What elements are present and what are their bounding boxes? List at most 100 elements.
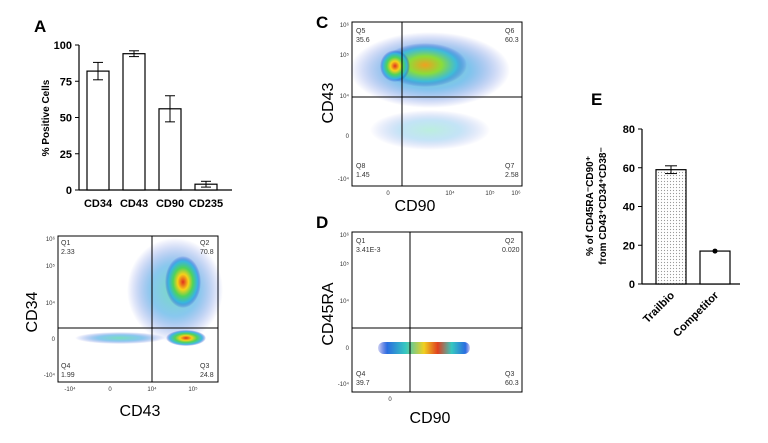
quad-value-q6-c: 60.3 [505, 37, 519, 44]
ytick-c-0: 10⁶ [340, 22, 350, 29]
quad-name-q3-b: Q3 [200, 363, 209, 370]
ytick-d-0: 10⁶ [340, 232, 350, 239]
density-q4-band-b [75, 332, 165, 344]
error-bar-cd235 [201, 180, 211, 188]
ytick-label-e-1: 20 [623, 240, 635, 252]
x-axis-title-b: CD43 [120, 403, 161, 420]
panel-label-c: C [316, 13, 328, 32]
y-axis-title-c: CD43 [320, 82, 337, 123]
flow-plot-c: Q5 35.6 Q6 60.3 Q7 2.58 Q8 1.45 10⁶ 10⁵ … [320, 21, 523, 215]
ytick-label-a-0: 0 [66, 185, 72, 197]
quad-name-q6-c: Q6 [505, 28, 514, 35]
xtick-d-0: 0 [388, 397, 392, 403]
xtick-c-0: 0 [386, 191, 390, 197]
panel-label-e: E [591, 90, 602, 109]
density-band-d [378, 342, 470, 354]
bar-chart-e: % of CD45RA⁻CD90⁺ from CD43⁺CD34⁺CD38⁻ 0… [585, 124, 740, 340]
quad-value-q3-b: 24.8 [200, 372, 214, 379]
y-axis-title-e-line2: from CD43⁺CD34⁺CD38⁻ [598, 147, 609, 265]
xtick-c-1: 10⁴ [445, 190, 455, 197]
ytick-label-a-2: 50 [60, 113, 72, 125]
ytick-label-a-3: 75 [60, 76, 72, 88]
ytick-d-3: 0 [346, 346, 350, 352]
quad-name-q4-d: Q4 [356, 371, 365, 378]
quad-value-q1-d: 3.41E-3 [356, 247, 381, 254]
xtick-b-1: 0 [108, 387, 112, 393]
quad-value-q4-d: 39.7 [356, 380, 370, 387]
quad-name-q5-c: Q5 [356, 28, 365, 35]
error-bar-cd34 [93, 61, 103, 81]
error-bar-cd90 [165, 95, 175, 123]
quad-value-q8-c: 1.45 [356, 172, 370, 179]
quad-name-q2-b: Q2 [200, 240, 209, 247]
xtick-b-3: 10⁵ [188, 386, 198, 393]
xtick-label-trailbio: Trailbio [641, 289, 677, 325]
y-axis-title-d: CD45RA [320, 282, 337, 345]
xtick-c-2: 10⁵ [485, 190, 495, 197]
ytick-b-4: -10⁴ [44, 372, 56, 379]
ytick-c-2: 10⁴ [340, 93, 350, 100]
error-bar-cd43 [129, 50, 139, 58]
ytick-label-a-4: 100 [54, 40, 72, 52]
quad-name-q7-c: Q7 [505, 163, 514, 170]
ytick-label-e-0: 0 [629, 279, 635, 291]
quad-name-q3-d: Q3 [505, 371, 514, 378]
error-bar-trailbio [665, 165, 677, 175]
xtick-label-cd34: CD34 [84, 198, 113, 210]
ytick-label-e-4: 80 [623, 124, 635, 136]
y-axis-title-a: % Positive Cells [41, 79, 52, 156]
density-q2-core-b [165, 256, 201, 308]
quad-name-q1-b: Q1 [61, 240, 70, 247]
quad-name-q8-c: Q8 [356, 163, 365, 170]
quad-value-q5-c: 35.6 [356, 37, 370, 44]
xtick-b-0: -10⁴ [64, 386, 76, 393]
xtick-label-cd43: CD43 [120, 198, 148, 210]
density-cloud-b [75, 238, 223, 346]
ytick-b-3: 0 [52, 337, 56, 343]
xtick-c-3: 10⁶ [511, 190, 521, 197]
ytick-c-1: 10⁵ [340, 52, 350, 59]
y-axis-title-e-line1: % of CD45RA⁻CD90⁺ [585, 156, 596, 256]
xtick-label-competitor: Competitor [671, 289, 721, 339]
density-low-c [370, 110, 490, 150]
ytick-c-4: -10⁴ [338, 176, 350, 183]
quad-value-q1-b: 2.33 [61, 249, 75, 256]
ytick-b-1: 10⁵ [46, 263, 56, 270]
quad-name-q4-b: Q4 [61, 363, 70, 370]
xtick-label-cd90: CD90 [156, 198, 184, 210]
density-core-c [380, 50, 410, 82]
panel-label-a: A [34, 17, 46, 36]
quad-value-q4-b: 1.99 [61, 372, 75, 379]
x-axis-title-d: CD90 [410, 410, 451, 427]
flow-plot-cd43-cd34: Q1 2.33 Q2 70.8 Q3 24.8 Q4 1.99 10⁶ 10⁵ … [24, 235, 223, 420]
ytick-label-a-1: 25 [60, 149, 72, 161]
ytick-b-0: 10⁶ [46, 236, 56, 243]
plot-frame-d [351, 231, 523, 393]
quad-value-q3-d: 60.3 [505, 380, 519, 387]
ytick-d-4: -10⁴ [338, 381, 350, 388]
quad-value-q7-c: 2.58 [505, 172, 519, 179]
point-competitor [712, 248, 718, 254]
xtick-label-cd235: CD235 [189, 198, 223, 210]
flow-plot-d: Q1 3.41E-3 Q2 0.020 Q3 60.3 Q4 39.7 10⁶ … [320, 231, 523, 427]
bar-cd43 [122, 53, 146, 191]
bar-competitor [699, 250, 731, 285]
bar-trailbio [655, 169, 687, 285]
ytick-d-2: 10⁴ [340, 298, 350, 305]
ytick-c-3: 0 [346, 134, 350, 140]
xtick-b-2: 10⁴ [147, 386, 157, 393]
density-cloud-c [350, 32, 510, 150]
x-axis-title-c: CD90 [395, 198, 436, 215]
panel-label-d: D [316, 213, 328, 232]
ytick-label-e-3: 60 [623, 163, 635, 175]
y-axis-title-b: CD34 [24, 291, 41, 332]
quad-value-q2-b: 70.8 [200, 249, 214, 256]
ytick-label-e-2: 40 [623, 202, 635, 214]
bar-cd34 [86, 70, 110, 191]
quad-name-q1-d: Q1 [356, 238, 365, 245]
density-q3-core-b [166, 330, 206, 346]
ytick-b-2: 10⁴ [46, 300, 56, 307]
bar-chart-a: % Positive Cells 0 25 50 75 100 CD34 CD43 CD90… [41, 40, 232, 210]
quad-value-q2-d: 0.020 [502, 247, 520, 254]
